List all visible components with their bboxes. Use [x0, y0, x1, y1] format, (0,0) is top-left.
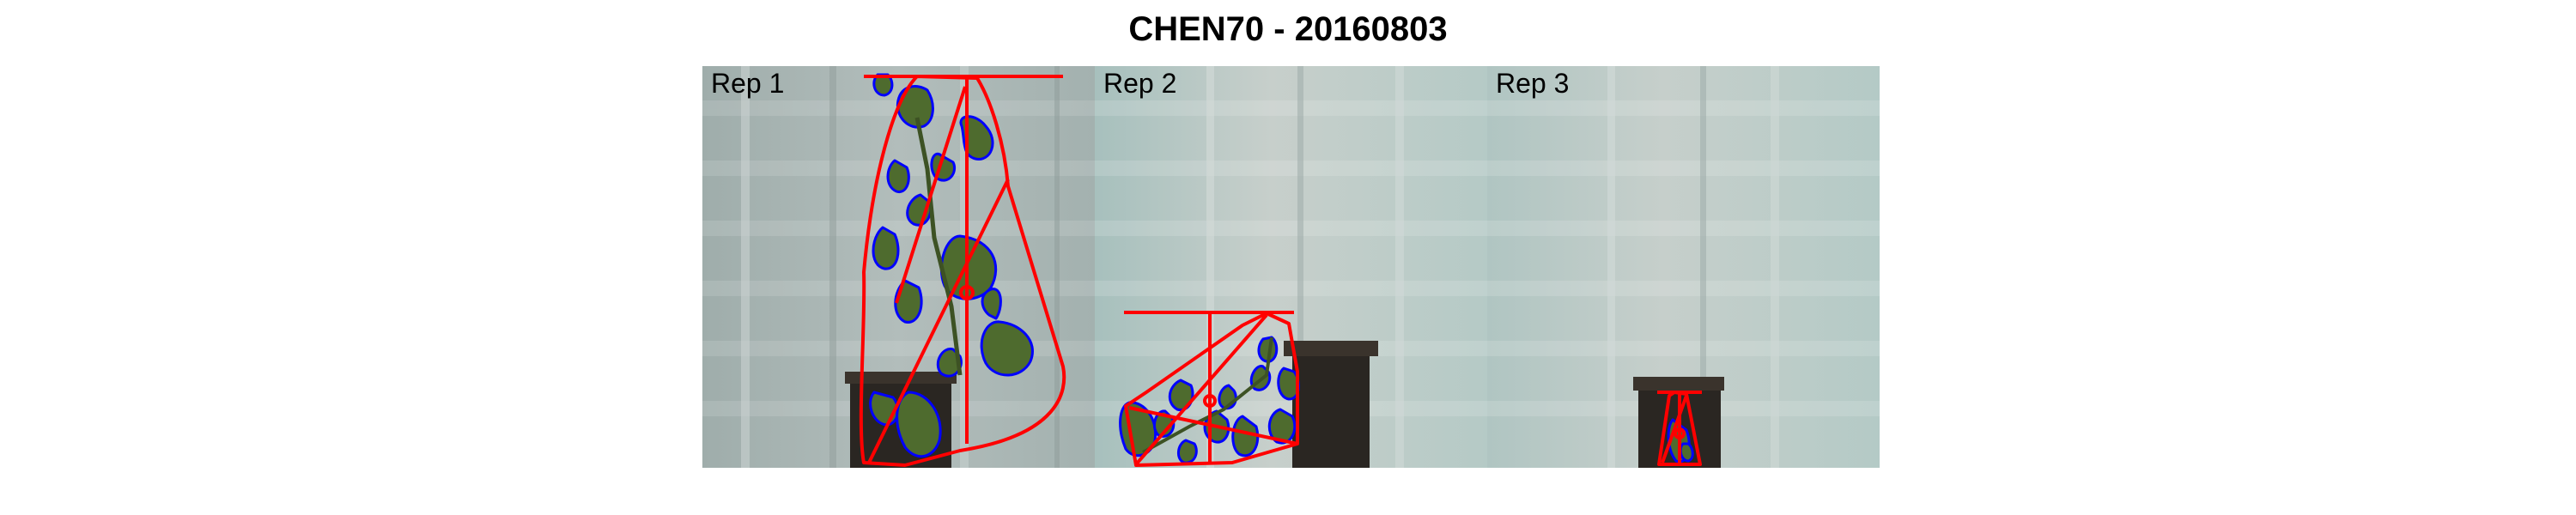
figure-title: CHEN70 - 20160803 [1128, 10, 1448, 48]
plant-image-rep-2 [1095, 66, 1487, 468]
image-panels: Rep 1 [702, 66, 1880, 468]
rep-label: Rep 2 [1103, 68, 1177, 99]
rep-label: Rep 1 [711, 68, 785, 99]
panel-rep-2: Rep 2 [1095, 66, 1487, 468]
panel-rep-3: Rep 3 [1487, 66, 1880, 468]
panel-rep-1: Rep 1 [702, 66, 1095, 468]
rep-label: Rep 3 [1496, 68, 1570, 99]
plant-image-rep-3 [1487, 66, 1880, 468]
plant-image-rep-1 [702, 66, 1095, 468]
